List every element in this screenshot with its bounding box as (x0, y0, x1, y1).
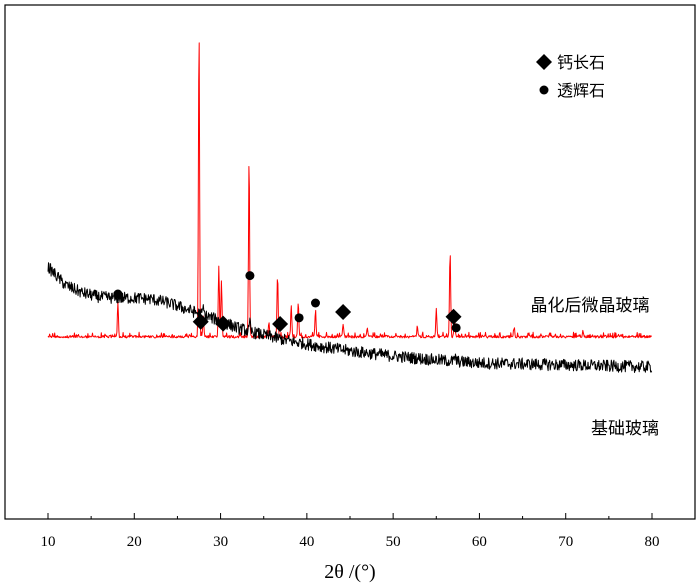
circle-marker (451, 323, 461, 333)
x-tick-label: 70 (558, 534, 573, 550)
series-label: 基础玻璃 (591, 419, 659, 439)
diamond-marker (445, 308, 462, 325)
series-line (47, 262, 653, 373)
x-axis: 10 20 30 40 50 60 70 80 (41, 513, 660, 550)
circle-marker (113, 289, 123, 299)
diamond-marker (335, 304, 352, 320)
series-layer (47, 42, 653, 373)
x-tick-label: 20 (127, 534, 142, 550)
circle-marker (294, 313, 304, 323)
x-axis-title: 2θ /(°) (324, 561, 375, 583)
x-tick-label: 30 (213, 534, 228, 550)
legend-label: 钙长石 (557, 53, 605, 72)
legend-diamond-symbol (536, 54, 552, 70)
marker-layer (113, 271, 462, 333)
circle-marker (245, 271, 255, 281)
series-label: 晶化后微晶玻璃 (531, 296, 650, 316)
diamond-marker (272, 315, 289, 332)
legend-label: 透辉石 (557, 81, 605, 100)
diamond-marker (215, 315, 232, 332)
x-tick-label: 80 (645, 534, 660, 550)
x-tick-label: 10 (41, 534, 56, 550)
diamond-marker (192, 313, 209, 330)
legend-circle-symbol (539, 85, 549, 95)
series-line (47, 42, 653, 339)
x-tick-label: 40 (299, 534, 314, 550)
x-tick-label: 50 (386, 534, 401, 550)
circle-marker (310, 298, 320, 308)
x-tick-label: 60 (472, 534, 487, 550)
